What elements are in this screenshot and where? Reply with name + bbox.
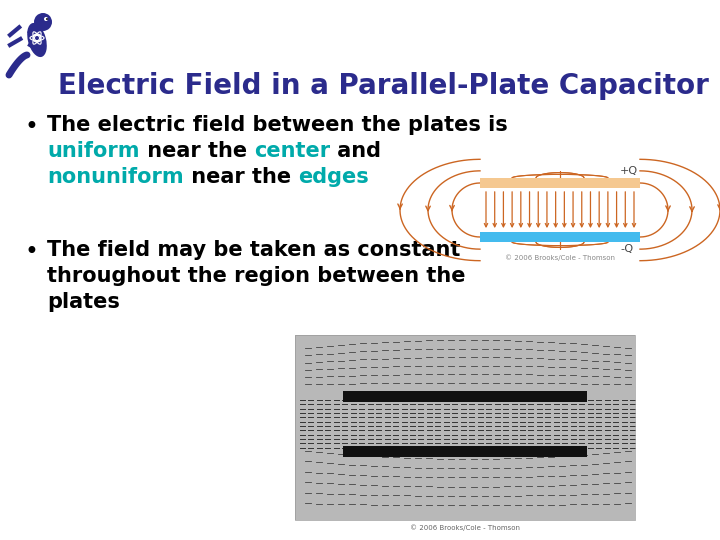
Bar — [295, 335, 635, 520]
Text: The field may be taken as constant: The field may be taken as constant — [47, 240, 460, 260]
Bar — [480, 232, 640, 242]
Text: edges: edges — [298, 167, 369, 187]
Text: © 2006 Brooks/Cole - Thomson: © 2006 Brooks/Cole - Thomson — [410, 524, 520, 531]
Text: near the: near the — [184, 167, 298, 187]
Text: •: • — [25, 240, 39, 264]
Bar — [343, 446, 588, 457]
Text: plates: plates — [47, 292, 120, 312]
Circle shape — [44, 17, 48, 21]
Text: nonuniform: nonuniform — [47, 167, 184, 187]
Text: © 2006 Brooks/Cole - Thomson: © 2006 Brooks/Cole - Thomson — [505, 254, 615, 261]
Ellipse shape — [27, 23, 47, 57]
Bar — [343, 390, 588, 402]
Text: •: • — [25, 115, 39, 139]
Text: throughout the region between the: throughout the region between the — [47, 266, 466, 286]
Bar — [295, 335, 635, 520]
Text: and: and — [330, 141, 381, 161]
Text: center: center — [254, 141, 330, 161]
Circle shape — [46, 18, 48, 20]
Bar — [480, 178, 640, 188]
Text: -Q: -Q — [620, 244, 633, 254]
Text: +Q: +Q — [620, 166, 638, 176]
Text: near the: near the — [140, 141, 254, 161]
Text: Electric Field in a Parallel-Plate Capacitor: Electric Field in a Parallel-Plate Capac… — [58, 72, 709, 100]
Circle shape — [34, 13, 52, 31]
Text: uniform: uniform — [47, 141, 140, 161]
Text: The electric field between the plates is: The electric field between the plates is — [47, 115, 508, 135]
